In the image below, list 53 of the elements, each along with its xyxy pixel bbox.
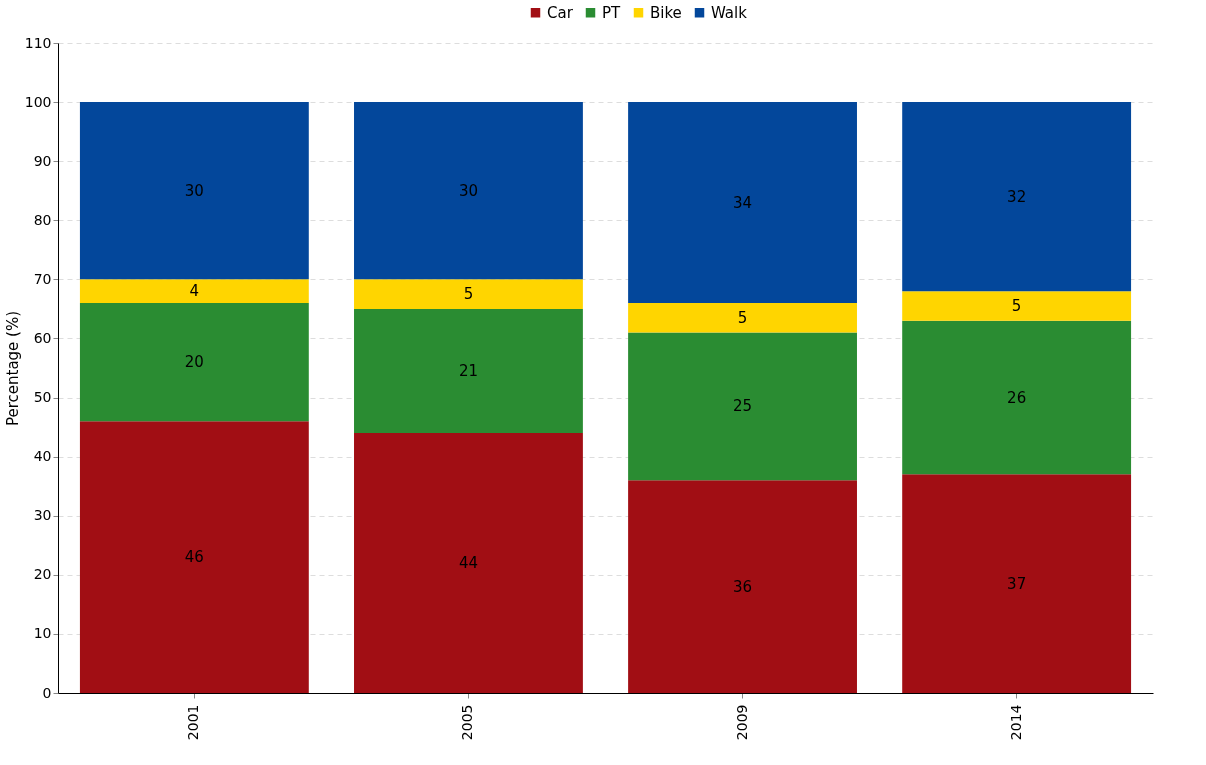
legend-label: PT xyxy=(602,3,622,22)
legend-label: Bike xyxy=(650,3,682,22)
data-label: 5 xyxy=(737,308,748,327)
bar xyxy=(902,291,1132,321)
data-label: 32 xyxy=(1007,187,1027,206)
y-tick-label: 90 xyxy=(33,152,52,169)
y-axis-title: Percentage (%) xyxy=(3,310,22,427)
bar xyxy=(354,102,583,280)
data-label: 5 xyxy=(1011,296,1022,315)
y-tick-label: 10 xyxy=(33,625,52,642)
x-tick-label: 2009 xyxy=(733,704,750,741)
y-tick-label: 110 xyxy=(24,34,52,51)
data-label: 36 xyxy=(733,577,753,596)
bar xyxy=(354,279,583,309)
x-tick-label: 2001 xyxy=(185,704,202,741)
data-label: 44 xyxy=(458,554,478,572)
bar xyxy=(902,320,1132,475)
data-label: 30 xyxy=(184,181,204,200)
legend-label: Car xyxy=(547,3,574,22)
bar xyxy=(79,102,309,280)
bar xyxy=(354,433,583,693)
y-tick-label: 50 xyxy=(33,389,52,406)
y-tick-label: 40 xyxy=(33,448,52,465)
bar xyxy=(628,480,857,693)
data-label: 34 xyxy=(733,193,753,212)
bar xyxy=(354,308,583,433)
data-label: 30 xyxy=(458,181,478,200)
data-label: 4 xyxy=(189,282,200,301)
legend-label: Walk xyxy=(711,3,748,22)
bar xyxy=(628,102,857,303)
data-label: 26 xyxy=(1007,388,1027,407)
y-tick-label: 20 xyxy=(33,566,52,583)
y-tick-label: 80 xyxy=(33,211,52,228)
bar xyxy=(79,421,309,693)
bar xyxy=(902,474,1132,693)
data-label: 20 xyxy=(184,353,204,372)
bar xyxy=(79,303,309,422)
y-tick-label: 70 xyxy=(33,270,52,287)
bar xyxy=(628,303,857,333)
y-tick-label: 60 xyxy=(33,329,52,346)
data-label: 46 xyxy=(184,548,204,567)
data-label: 21 xyxy=(458,361,478,380)
y-tick-label: 30 xyxy=(33,507,52,524)
bar xyxy=(79,279,309,303)
bar xyxy=(902,102,1132,292)
y-tick-label: 0 xyxy=(42,684,52,701)
x-tick-label: 2005 xyxy=(459,704,476,741)
data-label: 25 xyxy=(733,397,753,416)
data-label: 5 xyxy=(463,285,474,304)
data-label: 37 xyxy=(1007,574,1027,593)
x-tick-label: 2014 xyxy=(1007,704,1024,741)
bar xyxy=(628,332,857,481)
y-tick-label: 100 xyxy=(24,93,52,110)
